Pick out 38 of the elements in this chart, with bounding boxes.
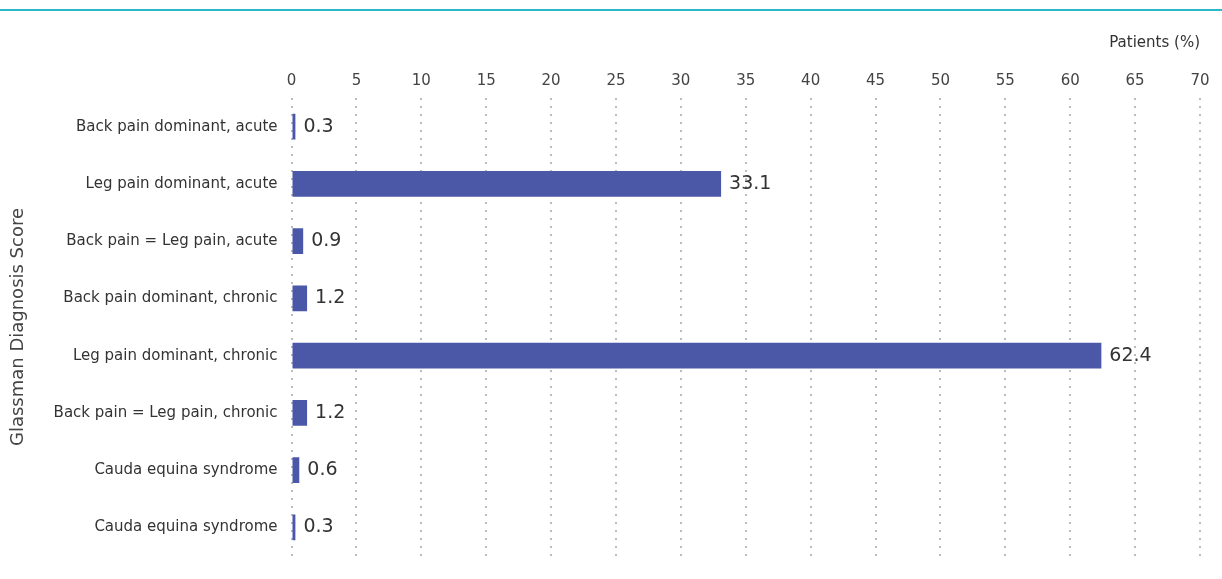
data-label: 0.3 — [303, 514, 334, 537]
x-tick-label: 5 — [351, 70, 362, 89]
y-axis-title: Glassman Diagnosis Score — [6, 207, 28, 447]
x-tick-label: 70 — [1190, 70, 1210, 89]
y-tick-label: Back pain = Leg pain, acute — [66, 231, 278, 250]
x-tick-label: 35 — [736, 70, 756, 89]
y-tick-label: Cauda equina syndrome — [94, 460, 278, 479]
x-tick-label: 25 — [606, 70, 626, 89]
x-tick-label: 0 — [286, 70, 297, 89]
bar — [292, 170, 722, 197]
y-tick-label: Cauda equina syndrome — [94, 517, 278, 536]
x-tick-label: 20 — [541, 70, 561, 89]
bar — [292, 399, 308, 426]
data-label: 1.2 — [315, 285, 346, 308]
data-label: 0.6 — [307, 457, 338, 480]
x-tick-label: 55 — [995, 70, 1015, 89]
x-tick-label: 40 — [801, 70, 821, 89]
data-label: 33.1 — [729, 170, 772, 193]
bar — [292, 285, 308, 312]
x-tick-label: 60 — [1060, 70, 1080, 89]
bar — [292, 342, 1102, 369]
x-tick-label: 15 — [476, 70, 496, 89]
x-tick-label: 10 — [411, 70, 431, 89]
y-tick-label: Back pain = Leg pain, chronic — [53, 402, 278, 421]
x-axis-title: Patients (%) — [1109, 32, 1200, 51]
y-tick-label: Leg pain dominant, acute — [85, 173, 278, 192]
x-tick-label: 65 — [1125, 70, 1145, 89]
y-tick-label: Back pain dominant, chronic — [63, 288, 278, 307]
data-label: 62.4 — [1109, 342, 1152, 365]
data-label: 1.2 — [315, 399, 346, 422]
x-tick-label: 30 — [671, 70, 691, 89]
y-tick-label: Leg pain dominant, chronic — [72, 345, 278, 364]
bar — [292, 228, 304, 255]
y-tick-label: Back pain dominant, acute — [76, 116, 278, 135]
data-label: 0.9 — [311, 228, 342, 251]
data-label: 0.3 — [303, 113, 334, 136]
x-tick-label: 50 — [930, 70, 950, 89]
x-tick-label: 45 — [865, 70, 886, 89]
